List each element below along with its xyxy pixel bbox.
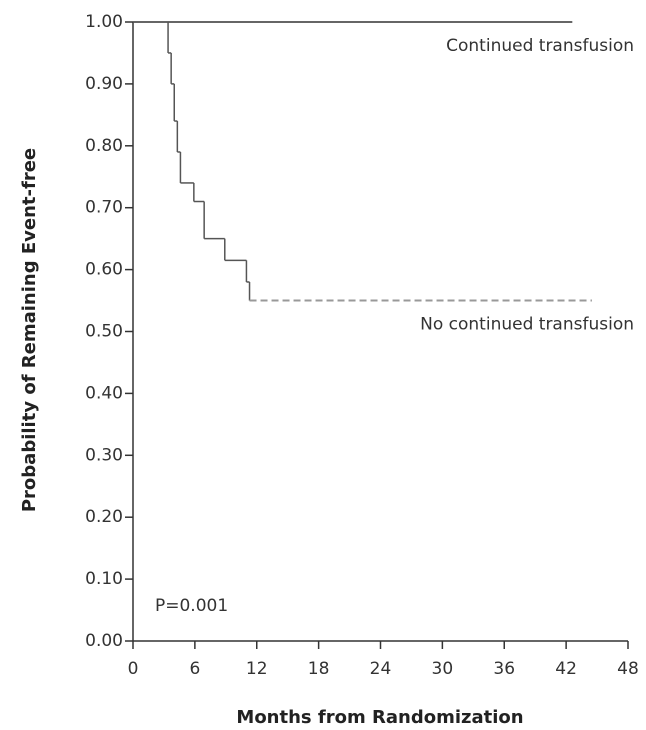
y-tick-label: 1.00 [85, 12, 123, 32]
x-tick-label: 0 [128, 659, 139, 679]
y-tick-label: 0.70 [85, 198, 123, 218]
x-tick-label: 48 [617, 659, 639, 679]
y-tick-label: 0.30 [85, 445, 123, 465]
y-axis-title: Probability of Remaining Event-free [19, 148, 40, 512]
x-tick-label: 36 [493, 659, 515, 679]
x-tick-label: 12 [246, 659, 268, 679]
series-label: Continued transfusion [446, 36, 634, 56]
x-tick-label: 42 [555, 659, 577, 679]
y-tick-label: 0.50 [85, 322, 123, 342]
y-tick-label: 0.60 [85, 260, 123, 280]
y-tick-label: 0.20 [85, 507, 123, 527]
x-tick-label: 18 [308, 659, 330, 679]
x-tick-label: 30 [432, 659, 454, 679]
y-tick-label: 0.80 [85, 136, 123, 156]
x-tick-label: 6 [189, 659, 200, 679]
y-tick-label: 0.40 [85, 383, 123, 403]
x-tick-label: 24 [370, 659, 392, 679]
annotation: P=0.001 [155, 596, 228, 616]
y-tick-label: 0.90 [85, 74, 123, 94]
series-label: No continued transfusion [420, 315, 634, 335]
y-tick-label: 0.00 [85, 631, 123, 651]
x-axis-title: Months from Randomization [236, 707, 523, 728]
y-tick-label: 0.10 [85, 569, 123, 589]
